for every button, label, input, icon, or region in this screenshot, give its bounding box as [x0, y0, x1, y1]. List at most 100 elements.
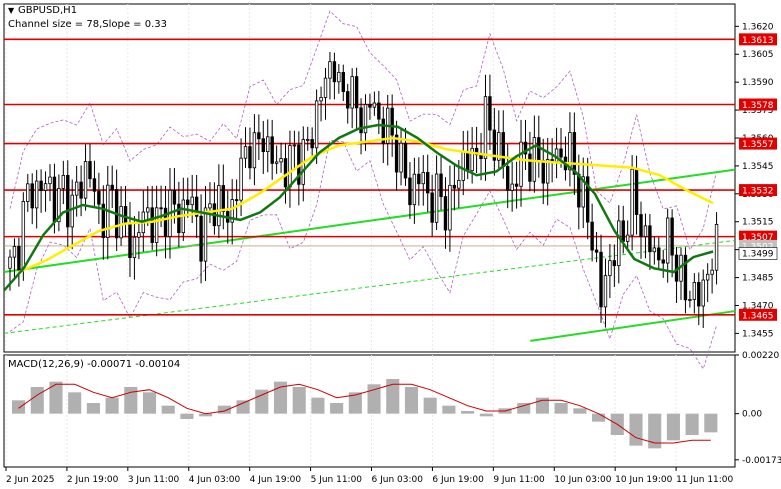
- candle-body: [137, 232, 141, 238]
- y-tick-label: 1.3545: [742, 162, 774, 172]
- candle-body: [70, 194, 74, 228]
- macd-bar: [461, 411, 475, 414]
- macd-bar: [423, 397, 437, 414]
- price-level-labels: 1.3613 1.3578 1.3557 1.3532 1.3507 1.3465 1.35…: [738, 33, 778, 321]
- candle-body: [652, 247, 657, 253]
- candle-body: [248, 146, 252, 169]
- candle-body: [643, 225, 648, 238]
- x-tick-label: 10 Jun 19:00: [615, 475, 672, 485]
- macd-bar: [273, 381, 288, 414]
- macd-tick-label: 0.00220: [742, 351, 779, 361]
- candle-body: [661, 259, 665, 264]
- candle-body: [74, 181, 79, 196]
- candle-body: [346, 91, 350, 109]
- macd-bar: [142, 392, 157, 414]
- macd-bar: [236, 400, 250, 414]
- candle-body: [261, 138, 265, 153]
- current-price-bg: [738, 247, 778, 260]
- level-label: 1.3465: [742, 311, 774, 321]
- candle-body: [292, 144, 297, 147]
- candle-body: [217, 185, 221, 227]
- macd-bar: [161, 405, 175, 414]
- candle-body: [630, 168, 634, 236]
- y-tick-label: 1.3485: [742, 274, 774, 284]
- candle-body: [48, 176, 52, 185]
- candle-body: [150, 207, 154, 243]
- x-tick-label: 6 Jun 03:00: [372, 475, 424, 485]
- candle-body: [683, 254, 688, 301]
- candle-body: [319, 97, 323, 102]
- candle-body: [621, 220, 625, 242]
- y-tick-label: 1.3470: [742, 301, 774, 311]
- candle-body: [199, 215, 203, 262]
- candle-body: [368, 104, 372, 108]
- y-tick-label: 1.3590: [742, 78, 774, 88]
- y-tick-label: 1.3515: [742, 218, 774, 228]
- macd-bar: [330, 403, 344, 414]
- candle-body: [470, 147, 474, 172]
- symbol-triangle-icon[interactable]: ▼: [8, 6, 15, 15]
- candle-body: [359, 107, 363, 134]
- candle-body: [159, 207, 163, 210]
- candle-body: [43, 183, 48, 191]
- y-tick-label: 1.3605: [742, 50, 774, 60]
- candle-body: [452, 184, 457, 189]
- candle-body: [568, 132, 572, 171]
- candle-body: [608, 260, 612, 277]
- candle-body: [88, 161, 92, 180]
- macd-bar: [12, 400, 26, 414]
- x-tick-label: 4 Jun 19:00: [250, 475, 302, 485]
- level-label-bg: [739, 184, 777, 197]
- macd-bar: [704, 413, 718, 433]
- candle-body: [439, 173, 443, 197]
- macd-indicator: [12, 379, 718, 449]
- ma-fast-line: [3, 123, 714, 292]
- envelope-upper: [9, 10, 717, 251]
- price-panel-frame: [3, 3, 736, 353]
- macd-bar: [217, 405, 231, 414]
- candle-body: [97, 190, 101, 205]
- candle-body: [132, 236, 137, 259]
- y-tick-label: 1.3455: [742, 329, 774, 339]
- level-label-bg: [739, 137, 777, 150]
- candle-body: [657, 247, 661, 261]
- candle-body: [523, 141, 528, 155]
- candle-body: [332, 61, 337, 83]
- candle-body: [239, 157, 243, 201]
- candle-body: [26, 183, 30, 202]
- candle-body: [57, 188, 61, 223]
- macd-bar: [180, 413, 194, 419]
- x-tick-label: 10 Jun 03:00: [554, 475, 611, 485]
- moving-averages: [3, 123, 714, 292]
- trendline: [3, 239, 736, 334]
- candle-body: [257, 132, 261, 140]
- candle-body: [417, 173, 421, 185]
- candle-body: [488, 96, 492, 131]
- candle-body: [350, 76, 354, 109]
- macd-bar: [68, 392, 82, 414]
- candle-body: [617, 220, 621, 267]
- candle-body: [52, 176, 57, 223]
- candle-body: [448, 184, 452, 231]
- x-tick-label: 3 Jun 11:00: [128, 475, 180, 485]
- candle-body: [461, 151, 465, 181]
- candle-body: [497, 132, 501, 161]
- macd-bar: [517, 403, 531, 414]
- candle-body: [61, 175, 66, 189]
- candle-body: [639, 214, 643, 238]
- candle-body: [585, 176, 590, 223]
- envelope-bands: [9, 10, 717, 370]
- candle-body: [79, 181, 83, 199]
- macd-bar: [292, 387, 306, 414]
- candle-body: [234, 199, 239, 201]
- candle-body: [634, 168, 639, 215]
- macd-bar: [86, 403, 100, 414]
- price-axis: 1.36201.36051.35901.35751.35601.35451.35…: [735, 22, 774, 339]
- level-label: 1.3578: [742, 101, 774, 111]
- candle-body: [146, 207, 150, 213]
- candle-body: [123, 206, 128, 224]
- macd-bar: [573, 408, 587, 414]
- candle-body: [599, 251, 603, 308]
- candle-body: [12, 246, 17, 258]
- candle-body: [625, 234, 630, 242]
